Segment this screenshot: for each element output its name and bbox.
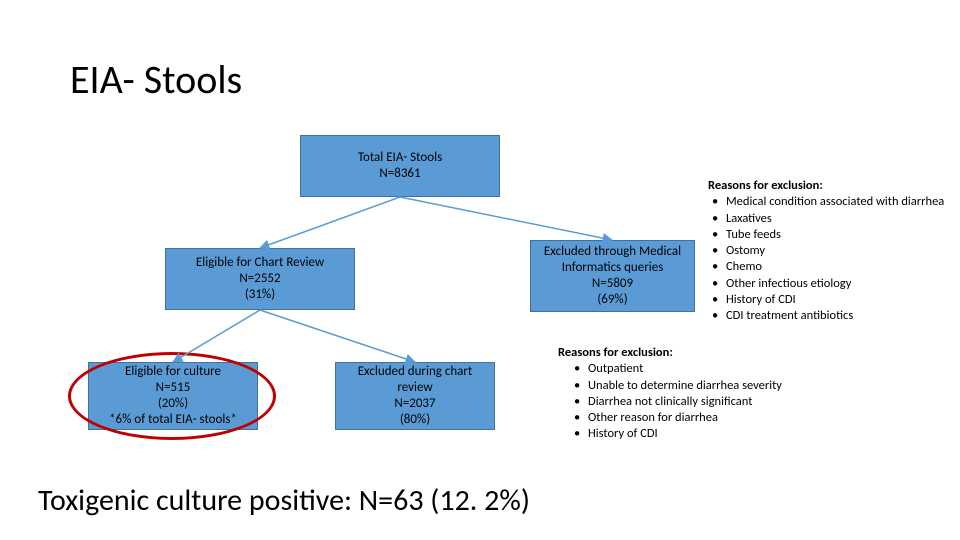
result-text: Toxigenic culture positive: N=63 (12. 2%… bbox=[38, 482, 530, 519]
node-excluded-med-inf: Excluded through MedicalInformatics quer… bbox=[530, 240, 695, 312]
slide-title: EIA- Stools bbox=[70, 55, 242, 104]
reasons-item: Other reason for diarrhea bbox=[588, 410, 782, 426]
reasons-item: Ostomy bbox=[726, 243, 944, 259]
reasons-item: History of CDI bbox=[726, 292, 944, 308]
highlight-ellipse bbox=[68, 352, 276, 440]
reasons-list: Medical condition associated with diarrh… bbox=[708, 194, 944, 324]
connector-line bbox=[260, 197, 400, 248]
reasons-item: Other infectious etiology bbox=[726, 276, 944, 292]
node-text-line: N=8361 bbox=[301, 166, 499, 182]
reasons-item: Outpatient bbox=[588, 361, 782, 377]
node-text-line: Eligible for Chart Review bbox=[166, 255, 354, 271]
node-text-line: Total EIA- Stools bbox=[301, 150, 499, 166]
reasons-item: Laxatives bbox=[726, 211, 944, 227]
node-text-line: review bbox=[336, 380, 494, 396]
reasons-item: History of CDI bbox=[588, 426, 782, 442]
node-text-line: (80%) bbox=[336, 412, 494, 428]
node-text-line: Excluded through Medical bbox=[531, 244, 694, 260]
reasons-header: Reasons for exclusion: bbox=[558, 345, 782, 361]
node-total: Total EIA- StoolsN=8361 bbox=[300, 135, 500, 197]
connector-line bbox=[400, 197, 612, 240]
reasons-list: OutpatientUnable to determine diarrhea s… bbox=[558, 361, 782, 442]
reasons-item: Diarrhea not clinically significant bbox=[588, 394, 782, 410]
node-text-line: N=2037 bbox=[336, 396, 494, 412]
reasons-item: Medical condition associated with diarrh… bbox=[726, 194, 944, 210]
node-text-line: (31%) bbox=[166, 287, 354, 303]
node-text-line: Excluded during chart bbox=[336, 364, 494, 380]
reasons-item: Chemo bbox=[726, 259, 944, 275]
reasons-exclusion-med-inf: Reasons for exclusion: Medical condition… bbox=[708, 178, 944, 324]
node-text-line: N=5809 bbox=[531, 276, 694, 292]
node-excluded-chart: Excluded during chartreviewN=2037(80%) bbox=[335, 362, 495, 430]
reasons-item: Tube feeds bbox=[726, 227, 944, 243]
node-text-line: N=2552 bbox=[166, 271, 354, 287]
reasons-header: Reasons for exclusion: bbox=[708, 178, 944, 194]
reasons-exclusion-chart-review: Reasons for exclusion: OutpatientUnable … bbox=[558, 345, 782, 443]
node-text-line: Informatics queries bbox=[531, 260, 694, 276]
connector-line bbox=[260, 310, 415, 362]
reasons-item: CDI treatment antibiotics bbox=[726, 308, 944, 324]
node-eligible-chart: Eligible for Chart ReviewN=2552(31%) bbox=[165, 248, 355, 310]
node-text-line: (69%) bbox=[531, 292, 694, 308]
reasons-item: Unable to determine diarrhea severity bbox=[588, 378, 782, 394]
